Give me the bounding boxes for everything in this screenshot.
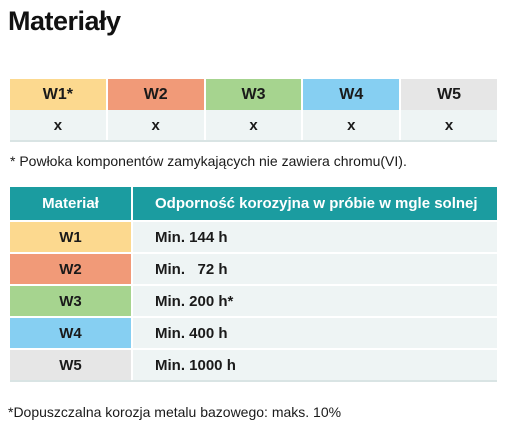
table-row: W4 Min. 400 h [10, 316, 497, 348]
grade-header-w1: W1* [10, 79, 106, 110]
grades-header-row: W1* W2 W3 W4 W5 [10, 79, 497, 110]
resistance-header-row: Materiał Odporność korozyjna w próbie w … [10, 187, 497, 220]
corrosion-footnote: *Dopuszczalna korozja metalu bazowego: m… [8, 404, 342, 420]
table-row: W1 Min. 144 h [10, 220, 497, 252]
table-row: W2 Min. 72 h [10, 252, 497, 284]
resistance-cell: Min. 1000 h [133, 350, 497, 380]
corrosion-resistance-table: Materiał Odporność korozyjna w próbie w … [10, 187, 497, 382]
page-title: Materiały [8, 6, 121, 36]
grade-header-w4: W4 [301, 79, 400, 110]
material-cell: W4 [10, 318, 133, 348]
grade-header-w3: W3 [203, 79, 302, 110]
resistance-cell: Min. 144 h [133, 222, 497, 252]
grades-table: W1* W2 W3 W4 W5 x x x x x [10, 79, 497, 142]
header-resistance: Odporność korozyjna w próbie w mgle soln… [155, 195, 478, 212]
material-cell: W1 [10, 222, 133, 252]
chromium-footnote: * Powłoka komponentów zamykających nie z… [10, 153, 407, 169]
resistance-cell: Min. 400 h [133, 318, 497, 348]
material-cell: W5 [10, 350, 133, 380]
grades-mark-row: x x x x x [10, 110, 497, 142]
material-cell: W3 [10, 286, 133, 316]
table-row: W5 Min. 1000 h [10, 348, 497, 382]
resistance-cell: Min. 200 h* [133, 286, 497, 316]
material-cell: W2 [10, 254, 133, 284]
grade-mark-w5: x [399, 110, 497, 140]
header-material: Materiał [10, 187, 133, 220]
grade-header-w2: W2 [105, 79, 204, 110]
grade-mark-w3: x [203, 110, 302, 140]
table-row: W3 Min. 200 h* [10, 284, 497, 316]
grade-mark-w2: x [105, 110, 204, 140]
grade-mark-w1: x [10, 110, 106, 140]
grade-header-w5: W5 [399, 79, 497, 110]
grade-mark-w4: x [301, 110, 400, 140]
resistance-cell: Min. 72 h [133, 254, 497, 284]
